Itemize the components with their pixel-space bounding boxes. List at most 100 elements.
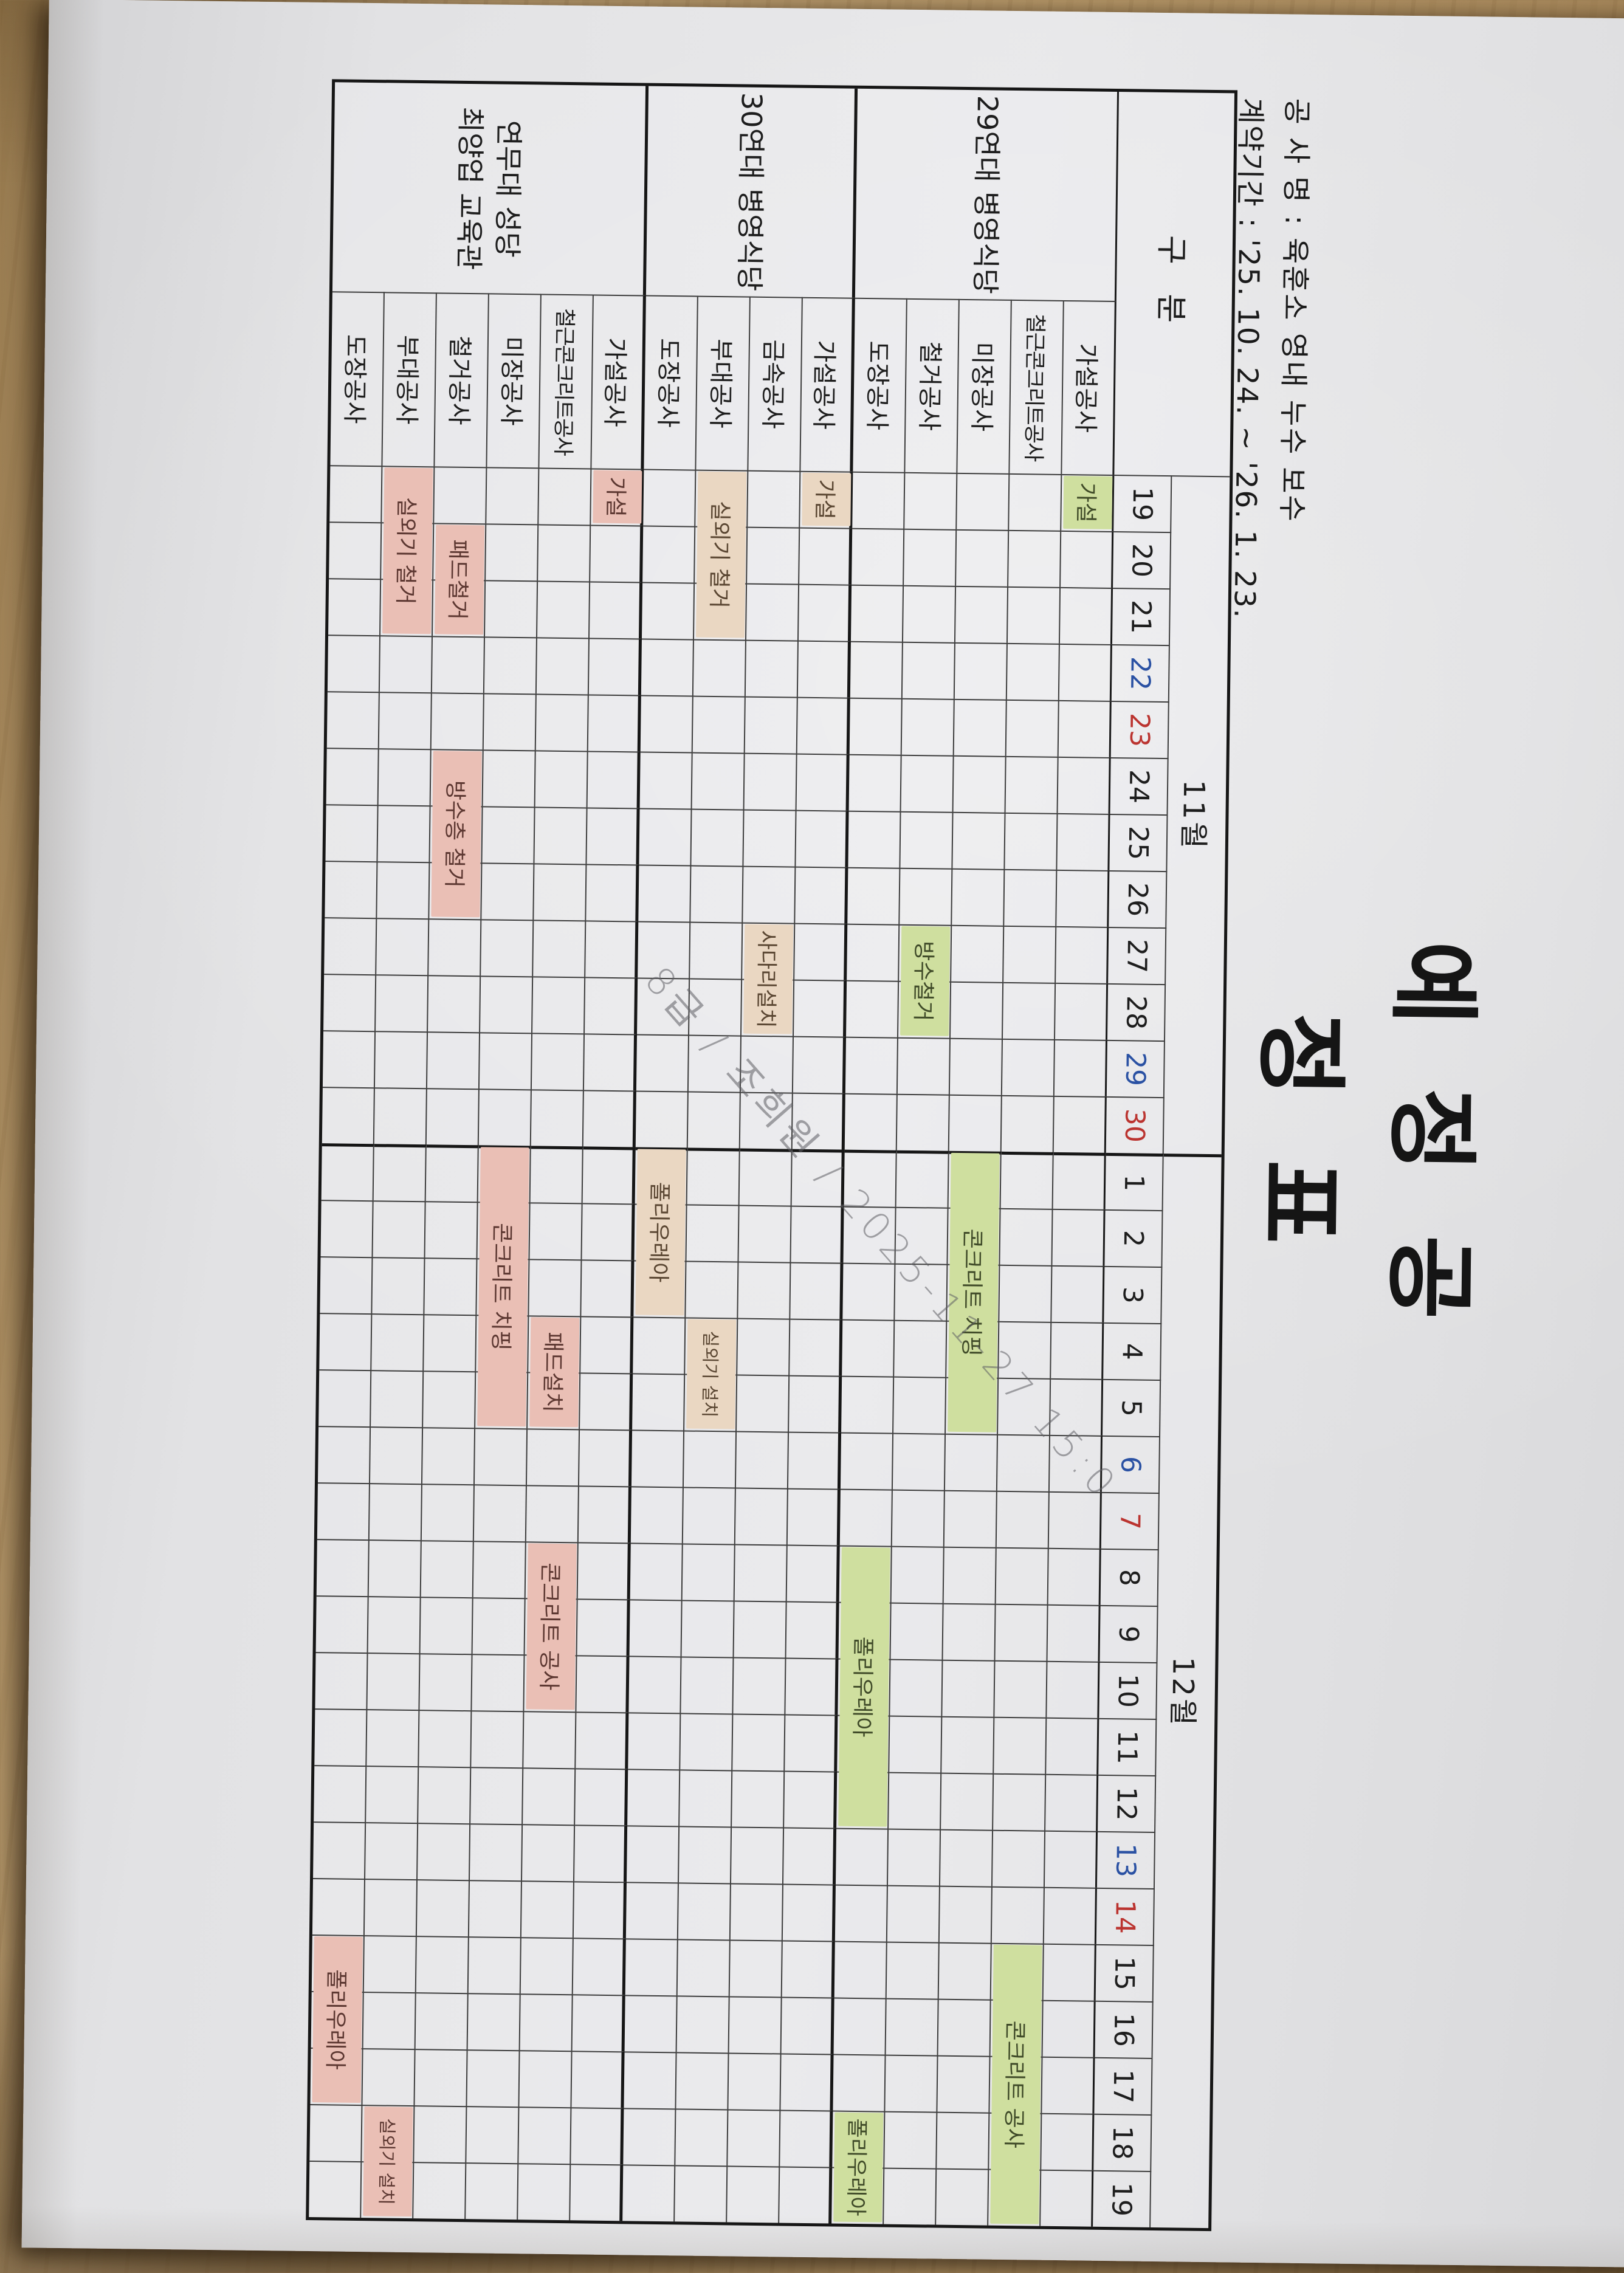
schedule-cell: [727, 2165, 780, 2223]
page-title: 예 정 공 정 표: [1244, 940, 1487, 1336]
schedule-cell: [794, 923, 848, 980]
schedule-cell: [953, 755, 1006, 813]
day-label: 7: [1101, 1491, 1160, 1550]
schedule-cell: [532, 976, 586, 1034]
schedule-cell: [1051, 1265, 1105, 1322]
schedule-cell: [472, 1597, 526, 1655]
schedule-cell: [992, 1829, 1046, 1887]
schedule-cell: [425, 1201, 478, 1259]
schedule-cell: [586, 864, 639, 921]
day-label: 15: [1095, 1944, 1154, 2001]
schedule-cell: [589, 581, 643, 639]
day-label: 30: [1106, 1096, 1165, 1154]
schedule-cell: [728, 2052, 782, 2110]
schedule-cell: [840, 1432, 894, 1490]
schedule-cell: [743, 865, 796, 923]
schedule-cell: [630, 1486, 684, 1544]
schedule-cell: [362, 2048, 416, 2106]
schedule-cell: [428, 975, 481, 1033]
schedule-cell: [588, 638, 642, 695]
day-label: 18: [1093, 2113, 1152, 2171]
schedule-cell: [996, 1547, 1049, 1604]
schedule-cell: [746, 583, 800, 641]
schedule-cell: [523, 1767, 576, 1825]
schedule-cell: [896, 1150, 949, 1208]
schedule-cell: [940, 1829, 994, 1886]
schedule-cell: [312, 1878, 366, 1936]
day-label: 17: [1094, 2057, 1153, 2114]
schedule-cell: [641, 638, 694, 696]
schedule-cell: [313, 1821, 366, 1879]
schedule-cell: [944, 1433, 999, 1491]
schedule-cell: [632, 1373, 686, 1431]
gantt-bar: 폴리우레아: [312, 1936, 363, 2103]
day-label: 11: [1098, 1718, 1157, 1775]
worktype-label: 가설공사: [800, 297, 855, 472]
schedule-cell: [533, 920, 587, 977]
day-label: 3: [1104, 1265, 1163, 1324]
day-label: 1: [1105, 1152, 1164, 1211]
schedule-cell: [472, 1654, 525, 1711]
schedule-cell: [687, 1147, 740, 1205]
schedule-cell: [1056, 869, 1110, 927]
schedule-cell: [1009, 473, 1062, 531]
schedule-cell: [889, 1772, 942, 1829]
schedule-cell: [678, 1826, 732, 1883]
gantt-bar: 폴리우레아: [833, 2112, 884, 2223]
schedule-cell: [642, 525, 696, 583]
gantt-bar: 패드설치: [529, 1317, 580, 1428]
schedule-cell: [995, 1603, 1048, 1661]
schedule-cell: [628, 1712, 681, 1770]
schedule-cell: [889, 1715, 943, 1773]
schedule-cell: [378, 748, 432, 806]
schedule-cell: [324, 917, 377, 975]
schedule-cell: [1051, 1321, 1104, 1379]
schedule-cell: [321, 1143, 374, 1201]
schedule-cell: [424, 1314, 477, 1372]
schedule-cell: [957, 472, 1010, 530]
schedule-cell: [886, 1998, 939, 2055]
schedule-cell: [577, 1542, 631, 1600]
schedule-cell: [842, 1319, 895, 1377]
schedule-cell: [950, 981, 1004, 1039]
schedule-cell: [1001, 1095, 1055, 1152]
schedule-cell: [481, 862, 535, 920]
schedule-cell: [936, 2168, 989, 2226]
worktype-label: 가설공사: [1062, 300, 1116, 475]
schedule-cell: [887, 1885, 940, 1942]
schedule-cell: [793, 1036, 847, 1093]
schedule-cell: [413, 2162, 467, 2220]
schedule-cell: [692, 752, 745, 810]
project-name-line: 공 사 명 : 육훈소 영내 누수 보수: [1275, 98, 1313, 524]
schedule-cell: [326, 691, 380, 749]
schedule-cell: [316, 1539, 370, 1597]
schedule-cell: [903, 585, 957, 642]
schedule-cell: [795, 866, 848, 924]
schedule-cell: [573, 1881, 627, 1939]
schedule-cell: [529, 1202, 583, 1260]
schedule-cell: [738, 1261, 791, 1319]
schedule-cell: [901, 698, 955, 755]
schedule-cell: [534, 806, 588, 864]
schedule-cell: [319, 1313, 373, 1370]
schedule-cell: [1044, 1830, 1098, 1888]
schedule-cell: [1005, 812, 1058, 870]
schedule-cell: [629, 1599, 683, 1657]
schedule-cell: [690, 921, 743, 979]
schedule-cell: [1056, 926, 1109, 983]
schedule-cell: [538, 467, 592, 525]
schedule-cell: [745, 639, 799, 697]
schedule-cell: [587, 751, 641, 808]
schedule-cell: [786, 1601, 839, 1659]
schedule-cell: [737, 1318, 791, 1375]
schedule-cell: [640, 695, 693, 752]
schedule-cell: [692, 695, 746, 753]
schedule-cell: [849, 697, 903, 755]
schedule-cell: [952, 868, 1005, 926]
schedule-cell: [798, 583, 852, 641]
schedule-cell: [675, 2165, 728, 2223]
schedule-cell: [902, 641, 955, 699]
schedule-cell: [1052, 1208, 1106, 1266]
schedule-cell: [625, 1938, 678, 1996]
schedule-cell: [364, 1879, 418, 1936]
